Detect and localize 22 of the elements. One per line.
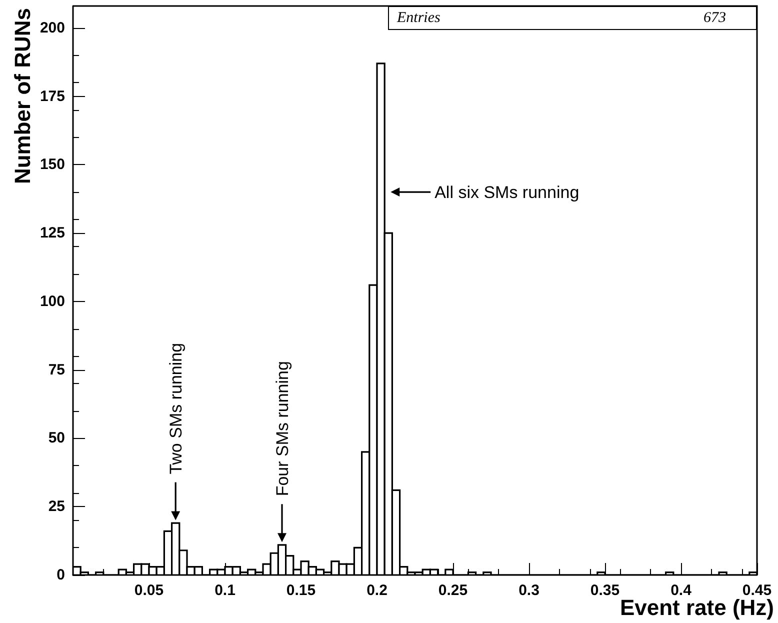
x-tick-label: 0.2 bbox=[366, 582, 388, 599]
x-tick-label: 0.25 bbox=[438, 582, 468, 599]
annotation: All six SMs running bbox=[434, 183, 580, 202]
y-tick-label: 125 bbox=[40, 224, 65, 242]
y-axis-title: Number of RUNs bbox=[10, 8, 35, 184]
x-tick-label: 0.3 bbox=[518, 582, 540, 599]
x-tick-label: 0.35 bbox=[590, 582, 620, 599]
y-tick-label: 25 bbox=[48, 498, 65, 516]
y-tick-label: 75 bbox=[48, 361, 65, 378]
annotation: Two SMs running bbox=[166, 342, 186, 474]
annotation: 673 bbox=[704, 10, 726, 26]
y-tick-label: 0 bbox=[56, 566, 65, 584]
y-tick-label: 50 bbox=[48, 430, 65, 447]
y-tick-label: 150 bbox=[40, 156, 65, 174]
x-tick-label: 0.15 bbox=[286, 582, 316, 599]
y-tick-label: 100 bbox=[40, 292, 65, 310]
y-tick-label: 200 bbox=[40, 19, 65, 36]
annotation: Entries bbox=[397, 10, 440, 26]
x-tick-label: 0.05 bbox=[134, 582, 164, 599]
annotation: Four SMs running bbox=[273, 361, 292, 496]
y-tick-label: 175 bbox=[40, 88, 65, 105]
x-tick-label: 0.1 bbox=[214, 582, 236, 599]
